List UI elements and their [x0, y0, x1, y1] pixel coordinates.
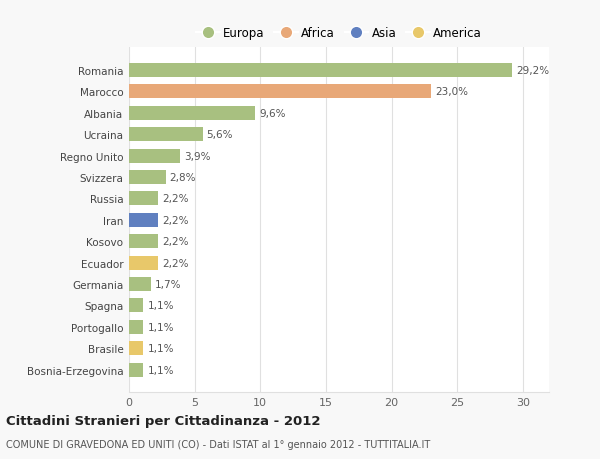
Bar — [129, 64, 512, 78]
Text: 9,6%: 9,6% — [259, 108, 286, 118]
Text: COMUNE DI GRAVEDONA ED UNITI (CO) - Dati ISTAT al 1° gennaio 2012 - TUTTITALIA.I: COMUNE DI GRAVEDONA ED UNITI (CO) - Dati… — [6, 440, 430, 449]
Bar — [129, 171, 166, 185]
Bar — [129, 256, 158, 270]
Text: 3,9%: 3,9% — [184, 151, 211, 161]
Text: 2,2%: 2,2% — [162, 258, 188, 268]
Text: 1,1%: 1,1% — [148, 343, 174, 353]
Legend: Europa, Africa, Asia, America: Europa, Africa, Asia, America — [193, 23, 485, 43]
Bar — [129, 320, 143, 334]
Bar — [129, 277, 151, 291]
Bar — [129, 213, 158, 227]
Bar — [129, 341, 143, 355]
Text: 5,6%: 5,6% — [206, 130, 233, 140]
Text: 23,0%: 23,0% — [435, 87, 468, 97]
Text: 1,1%: 1,1% — [148, 301, 174, 311]
Text: 1,1%: 1,1% — [148, 365, 174, 375]
Text: 1,1%: 1,1% — [148, 322, 174, 332]
Bar — [129, 149, 180, 163]
Bar — [129, 192, 158, 206]
Text: 2,8%: 2,8% — [170, 173, 196, 183]
Text: 2,2%: 2,2% — [162, 215, 188, 225]
Text: 1,7%: 1,7% — [155, 280, 182, 289]
Bar — [129, 106, 255, 120]
Bar — [129, 299, 143, 313]
Text: 29,2%: 29,2% — [516, 66, 550, 76]
Text: Cittadini Stranieri per Cittadinanza - 2012: Cittadini Stranieri per Cittadinanza - 2… — [6, 414, 320, 428]
Text: 2,2%: 2,2% — [162, 237, 188, 246]
Bar — [129, 85, 431, 99]
Bar — [129, 128, 203, 142]
Bar — [129, 363, 143, 377]
Text: 2,2%: 2,2% — [162, 194, 188, 204]
Bar — [129, 235, 158, 249]
